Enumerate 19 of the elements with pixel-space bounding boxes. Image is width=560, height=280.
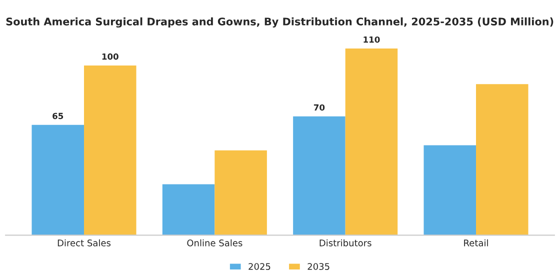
bar <box>424 145 476 236</box>
bar <box>162 184 215 236</box>
bar <box>476 84 528 236</box>
legend-label: 2035 <box>308 263 330 270</box>
x-tick-label: Online Sales <box>187 239 242 246</box>
data-label: 65 <box>52 112 64 120</box>
bar <box>84 66 136 236</box>
x-tick-label: Retail <box>464 239 488 246</box>
data-label: 70 <box>314 104 325 111</box>
bar <box>32 124 84 236</box>
legend-label: 2025 <box>248 263 270 270</box>
data-label: 100 <box>102 53 118 60</box>
bar <box>345 48 398 236</box>
data-label: 110 <box>364 36 380 43</box>
x-tick-label: Direct Sales <box>58 239 111 246</box>
chart-title: South America Surgical Drapes and Gowns, By Distribution Channel, 2025-2035 (USD Million) <box>6 17 554 28</box>
bar <box>293 116 346 236</box>
bar <box>214 150 267 236</box>
x-tick-label: Distributors <box>320 239 372 246</box>
